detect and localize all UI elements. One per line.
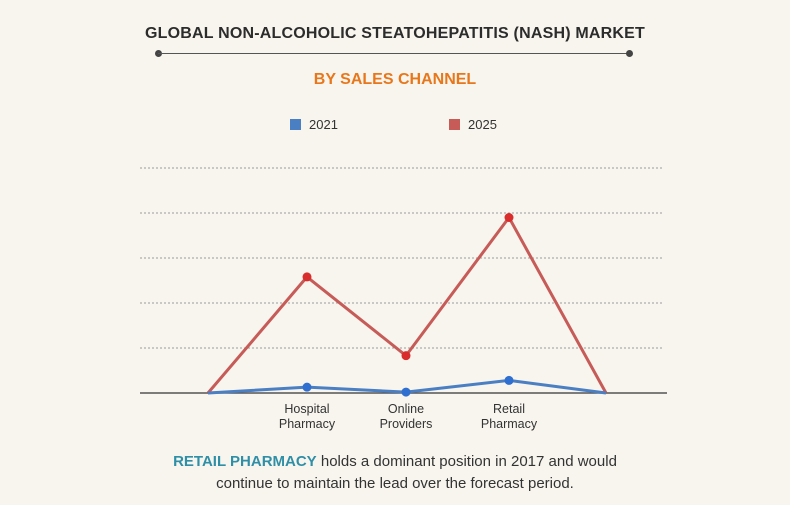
x-tick-label-3-0: Retail [493, 402, 525, 416]
title-rule-right-dot [626, 50, 633, 57]
footer-line-1: RETAIL PHARMACY holds a dominant positio… [0, 451, 790, 473]
legend-label-2021: 2021 [309, 117, 338, 132]
legend-label-2025: 2025 [468, 117, 497, 132]
legend-item-2021: 2021 [290, 117, 338, 132]
data-point-2025-2 [401, 351, 411, 361]
data-point-2021-1 [302, 382, 312, 392]
footer-line-1-text: holds a dominant position in 2017 and wo… [316, 453, 617, 470]
footer-line-2: continue to maintain the lead over the f… [216, 475, 574, 492]
line-chart: HospitalPharmacyOnlineProvidersRetailPha… [140, 167, 667, 431]
data-point-2025-3 [504, 213, 514, 222]
footer-highlight: RETAIL PHARMACY [173, 453, 317, 470]
legend-item-2025: 2025 [449, 117, 497, 132]
footer-caption: RETAIL PHARMACY holds a dominant positio… [0, 451, 790, 495]
chart-title: GLOBAL NON-ALCOHOLIC STEATOHEPATITIS (NA… [144, 25, 646, 42]
data-point-2021-2 [401, 387, 411, 397]
x-tick-label-1-0: Hospital [284, 402, 329, 416]
x-tick-label-3-1: Pharmacy [481, 417, 538, 431]
series-line-2025 [206, 216, 608, 394]
x-tick-label-2-0: Online [388, 402, 424, 416]
x-tick-label-2-1: Providers [380, 417, 433, 431]
legend-swatch-2025 [449, 119, 460, 130]
legend-swatch-2021 [290, 119, 301, 130]
chart-subtitle: BY SALES CHANNEL [313, 71, 477, 88]
data-point-2021-3 [504, 375, 514, 385]
data-point-2025-1 [302, 272, 312, 282]
title-rule [158, 53, 630, 54]
x-tick-label-1-1: Pharmacy [279, 417, 336, 431]
